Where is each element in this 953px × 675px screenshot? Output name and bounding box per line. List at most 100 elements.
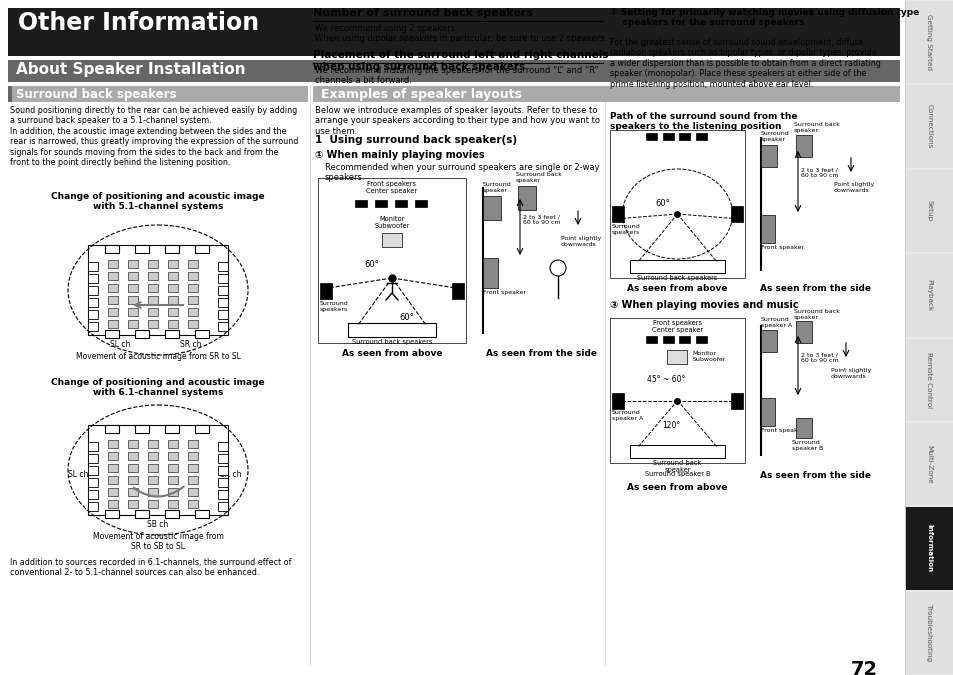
Text: SL ch: SL ch <box>110 340 130 349</box>
Bar <box>128 488 138 496</box>
Text: Surround
speaker: Surround speaker <box>482 182 511 193</box>
Bar <box>168 272 178 280</box>
Text: Surround back
speaker: Surround back speaker <box>793 309 839 320</box>
Text: As seen from above: As seen from above <box>341 349 442 358</box>
Text: We recommend installing the speakers for the surround “L” and “R”
channels a bit: We recommend installing the speakers for… <box>314 66 598 86</box>
Text: Point slightly
downwards: Point slightly downwards <box>560 236 600 247</box>
Bar <box>218 262 228 271</box>
Text: Surround back speakers: Surround back speakers <box>637 275 717 281</box>
Text: Recommended when your surround speakers are single or 2-way
speakers.: Recommended when your surround speakers … <box>325 163 599 182</box>
Text: Surround back
speaker: Surround back speaker <box>653 460 700 473</box>
Text: Playback: Playback <box>925 279 931 311</box>
Bar <box>395 200 407 207</box>
Bar <box>148 272 158 280</box>
Text: Change of positioning and acoustic image
with 5.1-channel systems: Change of positioning and acoustic image… <box>51 192 265 211</box>
Bar <box>609 130 744 278</box>
Text: 45° ~ 60°: 45° ~ 60° <box>647 375 685 385</box>
Text: Surround
speaker B: Surround speaker B <box>791 440 822 451</box>
Bar <box>108 440 118 448</box>
Text: Monitor
Subwoofer: Monitor Subwoofer <box>692 351 725 362</box>
Text: Remote Control: Remote Control <box>925 352 931 408</box>
Bar <box>168 440 178 448</box>
Bar <box>108 320 118 328</box>
Bar <box>662 133 674 140</box>
Bar <box>730 206 742 222</box>
Bar <box>88 425 228 515</box>
Bar <box>760 330 776 352</box>
Text: Surround speaker B: Surround speaker B <box>644 471 709 477</box>
Bar <box>415 200 427 207</box>
Bar <box>88 274 98 283</box>
Text: Multi-Zone: Multi-Zone <box>925 445 931 483</box>
Bar <box>105 330 119 338</box>
Bar <box>381 233 401 247</box>
Bar <box>904 0 953 675</box>
Bar <box>88 442 98 451</box>
Bar <box>108 500 118 508</box>
Text: Troubleshooting: Troubleshooting <box>925 604 931 662</box>
Text: 2 to 3 feet /
60 to 90 cm: 2 to 3 feet / 60 to 90 cm <box>801 167 838 178</box>
Bar <box>696 133 707 140</box>
Bar <box>194 425 209 433</box>
Bar <box>88 478 98 487</box>
Text: Surround
speakers: Surround speakers <box>319 301 349 312</box>
Bar <box>148 464 158 472</box>
Bar <box>108 296 118 304</box>
Bar <box>108 308 118 316</box>
Text: Other Information: Other Information <box>18 11 259 35</box>
Bar <box>165 330 179 338</box>
Bar <box>609 318 744 463</box>
Bar <box>218 274 228 283</box>
Text: 2 to 3 feet /
60 to 90 cm: 2 to 3 feet / 60 to 90 cm <box>522 215 560 225</box>
Bar <box>905 338 952 421</box>
Bar <box>188 488 198 496</box>
Bar <box>760 215 774 243</box>
Bar <box>165 245 179 253</box>
Text: 120°: 120° <box>661 421 680 429</box>
Bar <box>629 260 724 273</box>
Bar <box>667 350 687 364</box>
Bar <box>128 308 138 316</box>
Text: Surround
speaker A: Surround speaker A <box>760 317 791 328</box>
Bar <box>348 323 436 337</box>
Bar <box>108 488 118 496</box>
Text: 1  Using surround back speaker(s): 1 Using surround back speaker(s) <box>314 135 517 145</box>
Text: Number of surround back speakers: Number of surround back speakers <box>313 8 533 18</box>
Bar <box>148 440 158 448</box>
Text: As seen from the side: As seen from the side <box>760 284 871 293</box>
Bar <box>105 425 119 433</box>
Text: As seen from above: As seen from above <box>626 284 727 293</box>
Bar <box>108 272 118 280</box>
Bar <box>135 245 149 253</box>
Bar <box>128 284 138 292</box>
Bar <box>188 308 198 316</box>
Bar <box>188 320 198 328</box>
Bar <box>482 196 500 220</box>
Bar <box>317 178 465 343</box>
Bar <box>108 284 118 292</box>
Bar <box>612 206 623 222</box>
Text: Surround
speaker A: Surround speaker A <box>612 410 642 421</box>
Text: Getting Started: Getting Started <box>925 14 931 70</box>
Bar <box>188 500 198 508</box>
Bar <box>8 86 308 102</box>
Bar <box>148 296 158 304</box>
Bar <box>696 336 707 343</box>
Text: Examples of speaker layouts: Examples of speaker layouts <box>320 88 521 101</box>
Bar <box>218 322 228 331</box>
Bar <box>105 510 119 518</box>
Text: 2 to 3 feet /
60 to 90 cm: 2 to 3 feet / 60 to 90 cm <box>801 352 838 363</box>
Bar <box>905 423 952 506</box>
Bar <box>679 133 690 140</box>
Text: Surround
speakers: Surround speakers <box>612 224 640 235</box>
Bar <box>88 502 98 511</box>
Text: Movement of acoustic image from
SR to SB to SL: Movement of acoustic image from SR to SB… <box>92 532 223 551</box>
Bar <box>135 510 149 518</box>
Bar <box>760 145 776 167</box>
Bar <box>168 500 178 508</box>
Bar <box>128 296 138 304</box>
Bar <box>148 452 158 460</box>
Text: Sound positioning directly to the rear can be achieved easily by adding
a surrou: Sound positioning directly to the rear c… <box>10 106 298 167</box>
Text: 60°: 60° <box>399 313 414 322</box>
Bar <box>88 298 98 307</box>
